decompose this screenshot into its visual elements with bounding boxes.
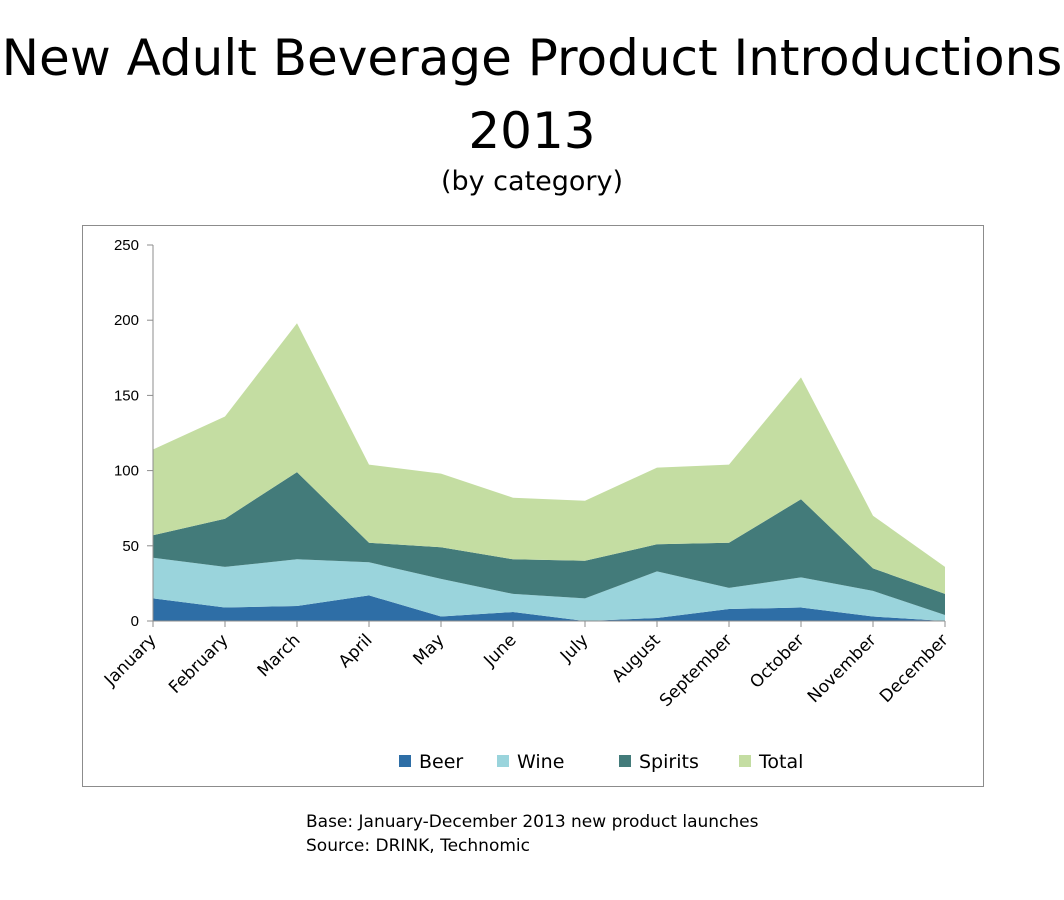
x-tick-label-february: February [165, 630, 232, 697]
x-tick-label-april: April [335, 630, 377, 672]
legend-swatch-beer [399, 755, 411, 767]
y-tick-label: 0 [131, 613, 139, 630]
y-tick-label: 50 [122, 538, 139, 555]
legend-label-beer: Beer [419, 751, 463, 773]
y-tick-label: 250 [114, 237, 139, 254]
chart-title-year: 2013 [468, 102, 596, 160]
x-tick-label-july: July [556, 630, 592, 666]
chart-notes: Base: January-December 2013 new product … [306, 810, 759, 858]
area-wine [153, 557, 945, 621]
legend-label-wine: Wine [517, 751, 564, 773]
chart-title: New Adult Beverage Product Introductions [1, 29, 1063, 87]
x-tick-label-august: August [608, 630, 664, 686]
chart-subtitle: (by category) [440, 166, 624, 197]
area-chart: 0 50 100 150 200 250 January February March April… [100, 237, 952, 773]
legend-swatch-wine [497, 755, 509, 767]
legend: Beer Wine Spirits Total [399, 751, 803, 773]
x-tick-label-september: September [656, 630, 737, 711]
chart-area: 0 50 100 150 200 250 January February March April… [82, 225, 984, 787]
area-total [153, 323, 945, 594]
legend-label-total: Total [758, 751, 803, 773]
y-tick-label: 100 [114, 463, 139, 480]
x-tick-label-june: June [480, 630, 521, 671]
legend-swatch-total [739, 755, 751, 767]
series-areas [153, 323, 945, 621]
x-tick-label-january: January [100, 630, 160, 690]
x-tick-label-december: December [876, 630, 952, 706]
area-beer [153, 595, 945, 621]
x-tick-label-march: March [254, 630, 305, 681]
legend-swatch-spirits [619, 755, 631, 767]
legend-label-spirits: Spirits [639, 751, 699, 773]
y-tick-label: 200 [114, 312, 139, 329]
x-tick-label-october: October [746, 630, 808, 692]
y-tick-label: 150 [114, 387, 139, 404]
base-note: Base: January-December 2013 new product … [306, 812, 759, 832]
source-note: Source: DRINK, Technomic [306, 836, 530, 856]
x-tick-label-november: November [804, 630, 881, 707]
area-spirits [153, 472, 945, 615]
x-tick-label-may: May [410, 630, 449, 669]
